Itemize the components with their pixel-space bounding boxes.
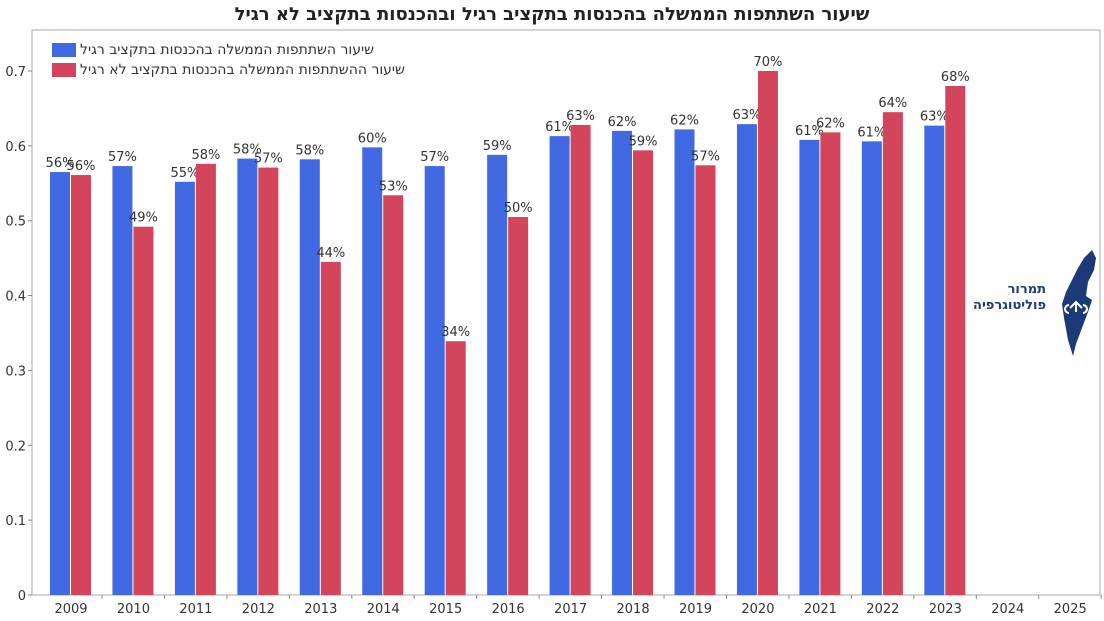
bar-irregular-2018 (633, 150, 654, 595)
y-tick-label: 0.3 (5, 364, 26, 379)
legend-swatch-red (52, 63, 76, 77)
x-tick-label: 2025 (1054, 602, 1087, 617)
x-tick-label: 2022 (866, 602, 899, 617)
y-tick-label: 0.6 (5, 140, 26, 155)
bar-irregular-2020 (757, 71, 778, 595)
data-label: 68% (941, 70, 970, 85)
data-label: 70% (753, 55, 782, 70)
bar-regular-2010 (112, 166, 133, 595)
bar-irregular-2015 (445, 341, 466, 595)
data-label: 59% (483, 139, 512, 154)
bar-irregular-2009 (71, 175, 91, 595)
bar-regular-2013 (299, 159, 320, 595)
x-tick-label: 2020 (741, 602, 774, 617)
bar-irregular-2022 (882, 112, 903, 596)
logo-text: תמרור פוליטוגרפיה (970, 282, 1046, 314)
x-tick-label: 2014 (367, 602, 400, 617)
logo-line1: תמרור (1007, 282, 1046, 297)
logo: תמרור פוליטוגרפיה (970, 248, 1100, 358)
data-label: 61% (545, 120, 574, 135)
data-label: 50% (504, 201, 533, 216)
data-label: 56% (67, 159, 96, 174)
bar-irregular-2017 (570, 124, 591, 595)
y-tick-label: 0.2 (5, 439, 26, 454)
data-label: 58% (191, 148, 220, 163)
bar-regular-2016 (487, 154, 508, 595)
data-label: 56% (46, 156, 75, 171)
legend-item-regular: שיעור השתתפות הממשלה בהכנסות בתקציב רגיל (52, 40, 405, 60)
y-tick-label: 0.4 (5, 290, 26, 305)
data-label: 57% (420, 150, 449, 165)
x-tick-label: 2011 (179, 602, 212, 617)
data-label: 61% (795, 124, 824, 139)
data-label: 44% (316, 246, 345, 261)
bar-regular-2023 (924, 125, 945, 595)
bar-irregular-2016 (508, 216, 529, 595)
bar-regular-2015 (424, 166, 445, 595)
israel-map-icon (1062, 250, 1096, 356)
data-label: 58% (233, 143, 262, 158)
bar-irregular-2010 (133, 226, 154, 595)
x-tick-label: 2024 (991, 602, 1024, 617)
x-tick-label: 2017 (554, 602, 587, 617)
legend-label: שיעור ההשתתפות הממשלה בהכנסות בתקציב לא … (80, 62, 405, 78)
x-tick-label: 2015 (429, 602, 462, 617)
bar-regular-2021 (799, 139, 820, 595)
bar-regular-2009 (50, 172, 70, 596)
data-label: 59% (629, 134, 658, 149)
data-label: 34% (441, 325, 470, 340)
x-tick-label: 2012 (242, 602, 275, 617)
bar-irregular-2013 (320, 261, 341, 595)
data-label: 55% (170, 166, 199, 181)
data-label: 58% (295, 143, 324, 158)
y-tick-label: 0.1 (5, 514, 26, 529)
data-label: 62% (608, 115, 637, 130)
bar-regular-2011 (174, 181, 195, 595)
data-label: 57% (691, 149, 720, 164)
y-tick-label: 0 (18, 589, 26, 604)
bar-regular-2017 (549, 136, 570, 595)
data-label: 62% (670, 113, 699, 128)
x-tick-label: 2023 (929, 602, 962, 617)
chart-title: שיעור השתתפות הממשלה בהכנסות בתקציב רגיל… (234, 4, 870, 25)
x-tick-label: 2013 (304, 602, 337, 617)
data-label: 61% (857, 125, 886, 140)
legend: שיעור השתתפות הממשלה בהכנסות בתקציב רגיל… (52, 40, 405, 80)
data-label: 57% (108, 150, 137, 165)
legend-item-irregular: שיעור ההשתתפות הממשלה בהכנסות בתקציב לא … (52, 60, 405, 80)
y-tick-label: 0.7 (5, 65, 26, 80)
data-label: 60% (358, 131, 387, 146)
x-tick-label: 2021 (804, 602, 837, 617)
logo-line2: פוליטוגרפיה (973, 298, 1046, 313)
bar-regular-2012 (237, 158, 258, 595)
bar-irregular-2011 (195, 163, 216, 595)
data-label: 63% (566, 109, 595, 124)
bar-irregular-2021 (820, 132, 841, 595)
legend-swatch-blue (52, 43, 76, 57)
data-label: 63% (920, 110, 949, 125)
bar-irregular-2012 (258, 167, 279, 595)
data-label: 53% (379, 179, 408, 194)
bar-regular-2018 (612, 130, 633, 595)
data-label: 63% (732, 108, 761, 123)
bar-regular-2014 (362, 147, 383, 595)
bar-irregular-2023 (945, 85, 966, 595)
x-tick-label: 2010 (117, 602, 150, 617)
x-tick-label: 2018 (617, 602, 650, 617)
data-label: 57% (254, 152, 283, 167)
x-tick-label: 2019 (679, 602, 712, 617)
y-tick-label: 0.5 (5, 215, 26, 230)
bar-regular-2022 (861, 141, 882, 595)
legend-label: שיעור השתתפות הממשלה בהכנסות בתקציב רגיל (80, 42, 375, 58)
data-label: 49% (129, 211, 158, 226)
data-label: 64% (878, 96, 907, 111)
data-label: 62% (816, 116, 845, 131)
bar-irregular-2019 (695, 165, 716, 595)
x-tick-label: 2009 (54, 602, 87, 617)
x-tick-label: 2016 (492, 602, 525, 617)
bar-regular-2020 (736, 124, 757, 596)
bar-irregular-2014 (383, 195, 404, 595)
bar-regular-2019 (674, 129, 695, 596)
